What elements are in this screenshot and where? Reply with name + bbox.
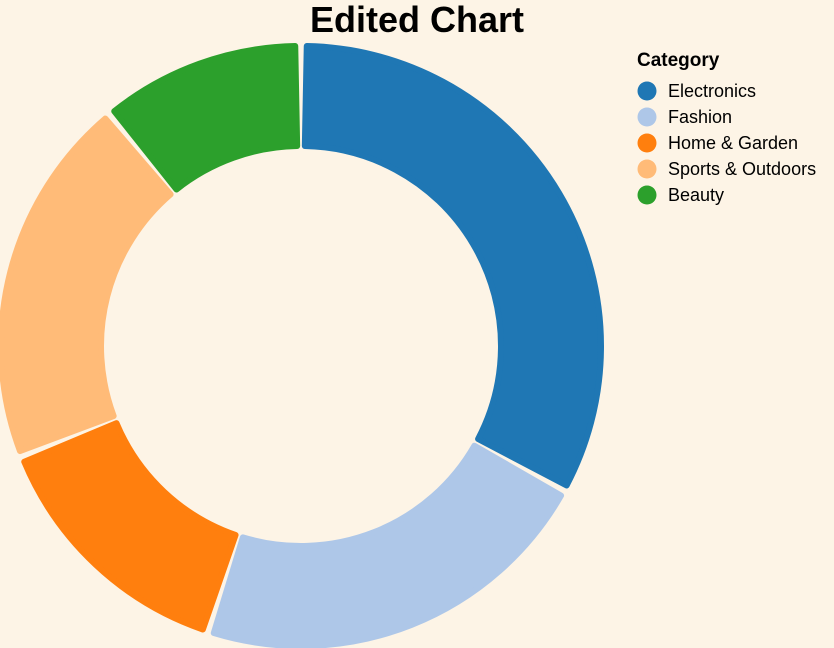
slice-electronics: [301, 43, 604, 489]
legend-label-beauty: Beauty: [668, 185, 724, 205]
legend-items: Electronics Fashion Home & Garden Sports & …: [637, 81, 816, 205]
legend-label-sports-outdoors: Sports & Outdoors: [668, 159, 816, 179]
slice-home-garden: [21, 420, 239, 633]
legend-label-home-garden: Home & Garden: [668, 133, 798, 153]
legend-swatch-beauty: [637, 185, 657, 205]
legend: Category Electronics Fashion Home & Garden…: [637, 50, 816, 205]
legend-swatch-electronics: [637, 81, 657, 101]
legend-label-electronics: Electronics: [668, 81, 756, 101]
slice-beauty: [111, 43, 301, 193]
legend-swatch-home-garden: [637, 133, 657, 153]
donut-slices: [0, 43, 604, 648]
slice-fashion: [210, 442, 565, 648]
legend-title: Category: [637, 50, 720, 71]
legend-label-fashion: Fashion: [668, 107, 732, 127]
chart-title: Edited Chart: [310, 0, 524, 40]
legend-swatch-sports-outdoors: [637, 159, 657, 179]
slice-sports-outdoors: [0, 115, 174, 455]
legend-swatch-fashion: [637, 107, 657, 127]
